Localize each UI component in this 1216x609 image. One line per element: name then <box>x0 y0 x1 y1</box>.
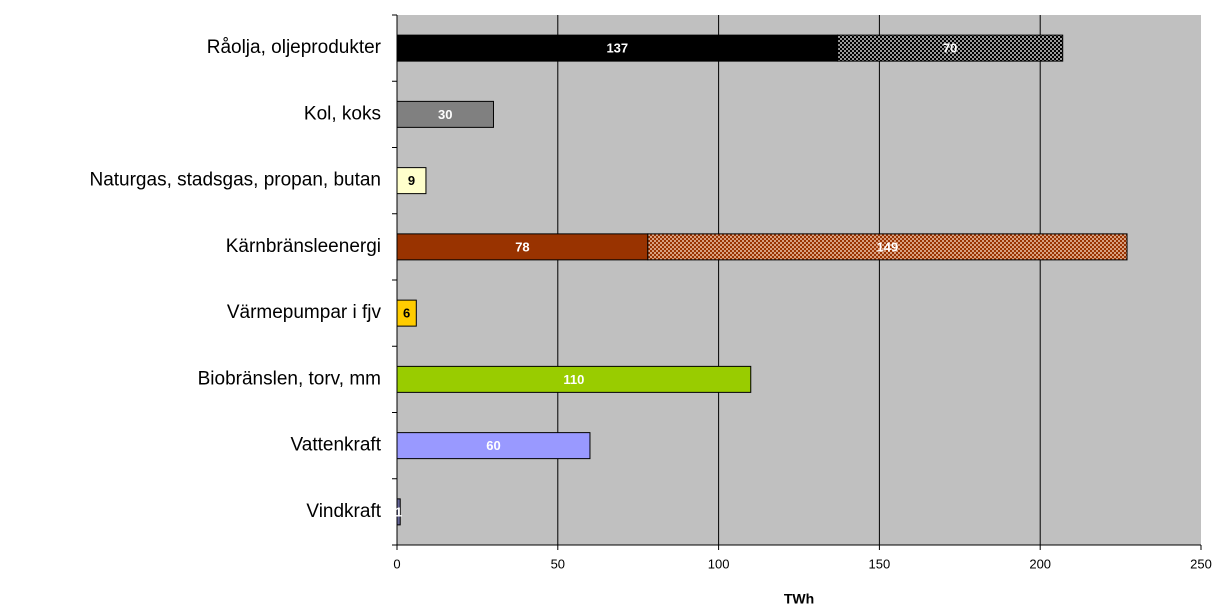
plot-area <box>397 15 1201 545</box>
y-tick-label: Naturgas, stadsgas, propan, butan <box>89 170 381 191</box>
bar-segment <box>396 100 494 128</box>
x-tick-label: 150 <box>869 556 891 571</box>
x-tick-label: 50 <box>551 556 565 571</box>
value-label: 30 <box>438 107 452 122</box>
y-tick-label: Kärnbränsleenergi <box>226 236 381 257</box>
y-tick-label: Värmepumpar i fjv <box>227 302 382 323</box>
y-tick-label: Råolja, oljeprodukter <box>207 37 382 58</box>
y-tick-label: Kol, koks <box>304 103 381 124</box>
value-label: 9 <box>408 173 415 188</box>
bar-segment <box>647 233 1128 261</box>
y-tick-label: Vattenkraft <box>291 435 382 456</box>
value-label: 149 <box>877 239 899 254</box>
x-tick-label: 250 <box>1190 556 1212 571</box>
value-label: 78 <box>515 239 529 254</box>
y-tick-label: Vindkraft <box>306 501 381 522</box>
value-label: 60 <box>486 438 500 453</box>
bar-segment <box>396 233 649 261</box>
value-label: 137 <box>606 41 628 56</box>
value-label: 1 <box>395 504 402 519</box>
x-tick-label: 0 <box>393 556 400 571</box>
bar-segment <box>396 498 401 526</box>
x-axis-title: TWh <box>784 591 814 607</box>
bar-segment <box>396 299 417 327</box>
x-tick-label: 100 <box>708 556 730 571</box>
value-label: 6 <box>403 306 410 321</box>
bar-segment <box>396 167 427 195</box>
bar-segment <box>837 34 1064 62</box>
x-tick-label: 200 <box>1029 556 1051 571</box>
bar-segment <box>396 365 752 393</box>
value-label: 70 <box>943 41 957 56</box>
y-tick-label: Biobränslen, torv, mm <box>198 368 381 389</box>
value-label: 110 <box>563 372 584 387</box>
bar-segment <box>396 432 591 460</box>
